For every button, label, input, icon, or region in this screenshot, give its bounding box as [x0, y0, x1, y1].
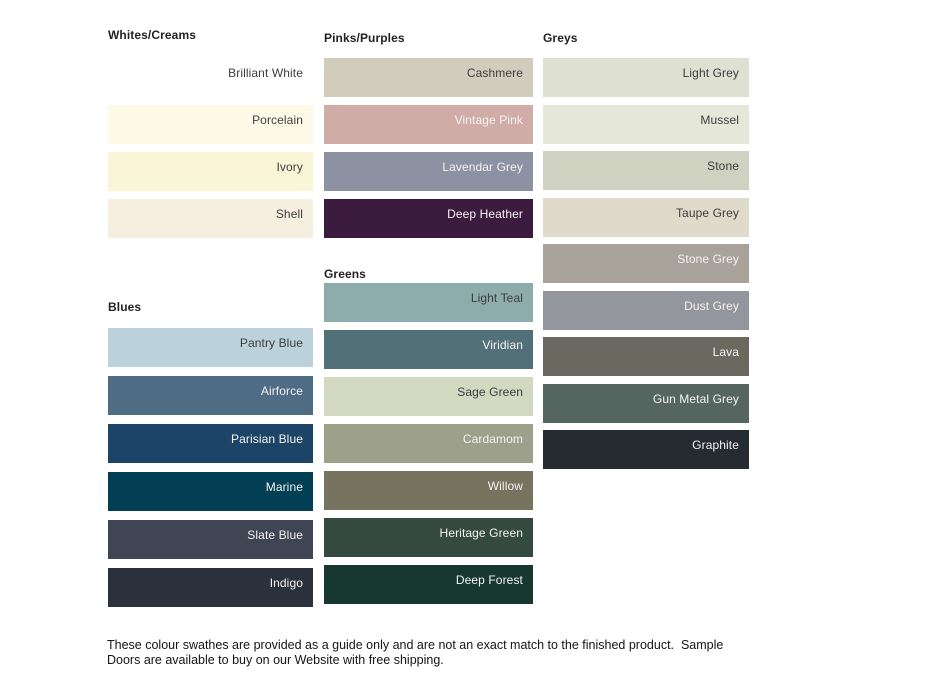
- colour-swatch-label: Viridian: [482, 338, 523, 352]
- colour-swatch-pantry-blue: Pantry Blue: [108, 328, 313, 367]
- colour-swatch-lavendar-grey: Lavendar Grey: [324, 152, 533, 191]
- disclaimer-line-2: Doors are available to buy on our Websit…: [107, 653, 444, 668]
- colour-swatch-label: Pantry Blue: [239, 336, 303, 350]
- section-title-pinks-purples: Pinks/Purples: [324, 30, 405, 45]
- colour-swatch-label: Sage Green: [457, 385, 523, 399]
- colour-swatch-stone-grey: Stone Grey: [543, 244, 749, 283]
- colour-swatch-label: Dust Grey: [684, 298, 739, 313]
- colour-swatch-marine: Marine: [108, 472, 313, 511]
- colour-swatch-viridian: Viridian: [324, 330, 533, 369]
- colour-swatch-label: Porcelain: [252, 113, 303, 127]
- section-blues: Blues Pantry Blue Airforce Parisian Blue Ma…: [108, 0, 313, 700]
- colour-swatch-label: Indigo: [269, 576, 303, 590]
- colour-swatch-label: Ivory: [276, 160, 303, 174]
- colour-swatch-label: Deep Heather: [447, 207, 523, 221]
- colour-swatch-brilliant-white: Brilliant White: [108, 58, 313, 97]
- section-title-whites-creams: Whites/Creams: [108, 27, 196, 42]
- colour-swatch-deep-heather: Deep Heather: [324, 199, 533, 238]
- section-title-greens: Greens: [324, 266, 366, 281]
- colour-swatch-label: Cashmere: [466, 66, 523, 80]
- colour-swatch-label: Mussel: [700, 112, 739, 127]
- colour-swatch-label: Slate Blue: [247, 528, 303, 542]
- colour-swatch-shell: Shell: [108, 199, 313, 238]
- colour-swatch-sage-green: Sage Green: [324, 377, 533, 416]
- colour-swatch-label: Parisian Blue: [230, 432, 303, 446]
- colour-swatch-label: Marine: [265, 480, 303, 494]
- colour-swatch-stone: Stone: [543, 151, 749, 190]
- colour-swatch-label: Lavendar Grey: [442, 160, 523, 174]
- colour-swatch-label: Lava: [712, 345, 739, 359]
- section-title-blues: Blues: [108, 299, 142, 314]
- colour-swatch-label: Willow: [487, 479, 523, 493]
- colour-swatch-vintage-pink: Vintage Pink: [324, 105, 533, 144]
- colour-swatch-willow: Willow: [324, 471, 533, 510]
- colour-swatch-mussel: Mussel: [543, 104, 749, 144]
- colour-swatch-label: Light Grey: [682, 66, 739, 80]
- colour-swatch-dust-grey: Dust Grey: [543, 290, 749, 330]
- colour-swatch-label: Vintage Pink: [454, 113, 523, 127]
- colour-swatch-ivory: Ivory: [108, 152, 313, 191]
- colour-swatch-label: Cardamom: [462, 432, 523, 446]
- colour-swatch-slate-blue: Slate Blue: [108, 520, 313, 559]
- colour-swatch-label: Light Teal: [470, 291, 523, 305]
- disclaimer-text: These colour swathes are provided as a g…: [107, 638, 762, 669]
- colour-swatch-parisian-blue: Parisian Blue: [108, 424, 313, 463]
- section-whites-creams: Whites/Creams Brilliant White Porcelain Iv…: [108, 0, 313, 700]
- section-title-greys: Greys: [543, 30, 578, 45]
- section-greens: Greens Light Teal Viridian Sage Green Carda…: [324, 0, 533, 700]
- colour-swatch-label: Taupe Grey: [675, 205, 739, 220]
- colour-swatch-airforce: Airforce: [108, 376, 313, 415]
- colour-swatch-taupe-grey: Taupe Grey: [543, 197, 749, 237]
- colour-swatch-label: Airforce: [260, 384, 303, 398]
- colour-swatch-label: Gun Metal Grey: [652, 391, 739, 406]
- section-pinks-purples: Pinks/Purples Cashmere Vintage Pink Lavend…: [324, 0, 533, 700]
- colour-swatch-heritage-green: Heritage Green: [324, 518, 533, 557]
- colour-swatch-label: Stone: [707, 159, 739, 173]
- colour-swatch-label: Deep Forest: [455, 573, 523, 587]
- colour-swatch-lava: Lava: [543, 337, 749, 376]
- colour-swatch-light-teal: Light Teal: [324, 283, 533, 322]
- colour-swatch-label: Brilliant White: [228, 66, 303, 80]
- colour-swatch-porcelain: Porcelain: [108, 105, 313, 144]
- colour-swatch-light-grey: Light Grey: [543, 58, 749, 97]
- colour-swatch-indigo: Indigo: [108, 568, 313, 607]
- disclaimer-line-1: These colour swathes are provided as a g…: [107, 638, 724, 652]
- colour-swatch-graphite: Graphite: [543, 430, 749, 469]
- colour-swatch-deep-forest: Deep Forest: [324, 565, 533, 604]
- colour-swatch-label: Stone Grey: [677, 252, 739, 266]
- colour-swatch-label: Heritage Green: [439, 526, 523, 540]
- colour-swatch-label: Shell: [275, 207, 303, 221]
- colour-swatch-label: Graphite: [692, 438, 739, 452]
- colour-swatch-gun-metal-grey: Gun Metal Grey: [543, 383, 749, 423]
- colour-swatch-cardamom: Cardamom: [324, 424, 533, 463]
- section-greys: Greys Light Grey Mussel Stone Taupe Grey Sto…: [543, 0, 749, 700]
- colour-swatch-cashmere: Cashmere: [324, 58, 533, 97]
